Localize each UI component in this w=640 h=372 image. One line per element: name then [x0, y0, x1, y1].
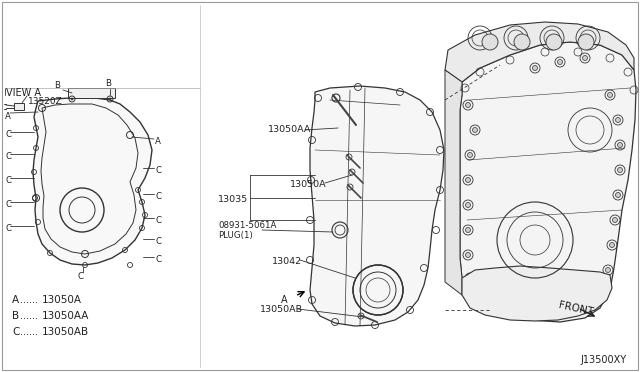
Text: B: B: [105, 79, 111, 88]
Text: C: C: [5, 130, 11, 139]
Polygon shape: [445, 22, 634, 82]
Circle shape: [472, 128, 477, 132]
Circle shape: [546, 34, 562, 50]
Text: C: C: [77, 272, 83, 281]
Text: ......: ......: [20, 295, 38, 305]
Text: C: C: [155, 192, 161, 201]
Text: C: C: [12, 327, 19, 337]
Circle shape: [616, 118, 621, 122]
Text: A: A: [5, 112, 11, 121]
Circle shape: [557, 60, 563, 64]
Text: A: A: [282, 295, 288, 305]
Circle shape: [467, 153, 472, 157]
Text: ......: ......: [20, 327, 38, 337]
Text: 13050A: 13050A: [290, 180, 326, 189]
Text: B: B: [54, 81, 60, 90]
Circle shape: [465, 177, 470, 183]
Circle shape: [609, 243, 614, 247]
Text: C: C: [5, 152, 11, 161]
Circle shape: [612, 218, 618, 222]
Circle shape: [465, 103, 470, 108]
Polygon shape: [445, 70, 462, 295]
Text: J13500XY: J13500XY: [580, 355, 626, 365]
Text: VIEW A: VIEW A: [6, 88, 41, 98]
Text: A: A: [12, 295, 19, 305]
Text: ......: ......: [20, 311, 38, 321]
Polygon shape: [68, 88, 115, 98]
Text: C: C: [155, 166, 161, 175]
Circle shape: [109, 98, 111, 100]
Text: A: A: [155, 137, 161, 146]
Circle shape: [465, 228, 470, 232]
Text: 13050AB: 13050AB: [260, 305, 303, 314]
Circle shape: [598, 292, 602, 298]
Polygon shape: [460, 42, 636, 322]
Text: FRONT: FRONT: [558, 300, 595, 317]
Circle shape: [71, 98, 73, 100]
Text: C: C: [5, 224, 11, 233]
Circle shape: [532, 65, 538, 71]
Circle shape: [467, 276, 472, 280]
Text: PLUG(1): PLUG(1): [218, 231, 253, 240]
Polygon shape: [462, 266, 612, 321]
Circle shape: [465, 253, 470, 257]
Text: C: C: [5, 176, 11, 185]
Text: 13050AA: 13050AA: [268, 125, 312, 134]
Circle shape: [605, 267, 611, 273]
Text: 13042: 13042: [272, 257, 302, 266]
Text: 13035: 13035: [218, 195, 248, 204]
Circle shape: [618, 142, 623, 148]
Circle shape: [607, 93, 612, 97]
Circle shape: [582, 55, 588, 61]
Circle shape: [465, 202, 470, 208]
Polygon shape: [14, 103, 24, 110]
Circle shape: [618, 167, 623, 173]
Text: C: C: [5, 200, 11, 209]
Text: B: B: [12, 311, 19, 321]
Text: C: C: [155, 237, 161, 246]
Polygon shape: [310, 86, 444, 326]
Text: 08931-5061A: 08931-5061A: [218, 221, 276, 230]
Circle shape: [482, 34, 498, 50]
Circle shape: [616, 192, 621, 198]
Text: C: C: [155, 216, 161, 225]
Polygon shape: [33, 98, 152, 265]
Circle shape: [514, 34, 530, 50]
Text: 13050AA: 13050AA: [42, 311, 90, 321]
Circle shape: [578, 34, 594, 50]
Text: C: C: [155, 255, 161, 264]
Text: 13050AB: 13050AB: [42, 327, 89, 337]
Text: 13050A: 13050A: [42, 295, 82, 305]
Text: 13520Z: 13520Z: [28, 97, 63, 106]
